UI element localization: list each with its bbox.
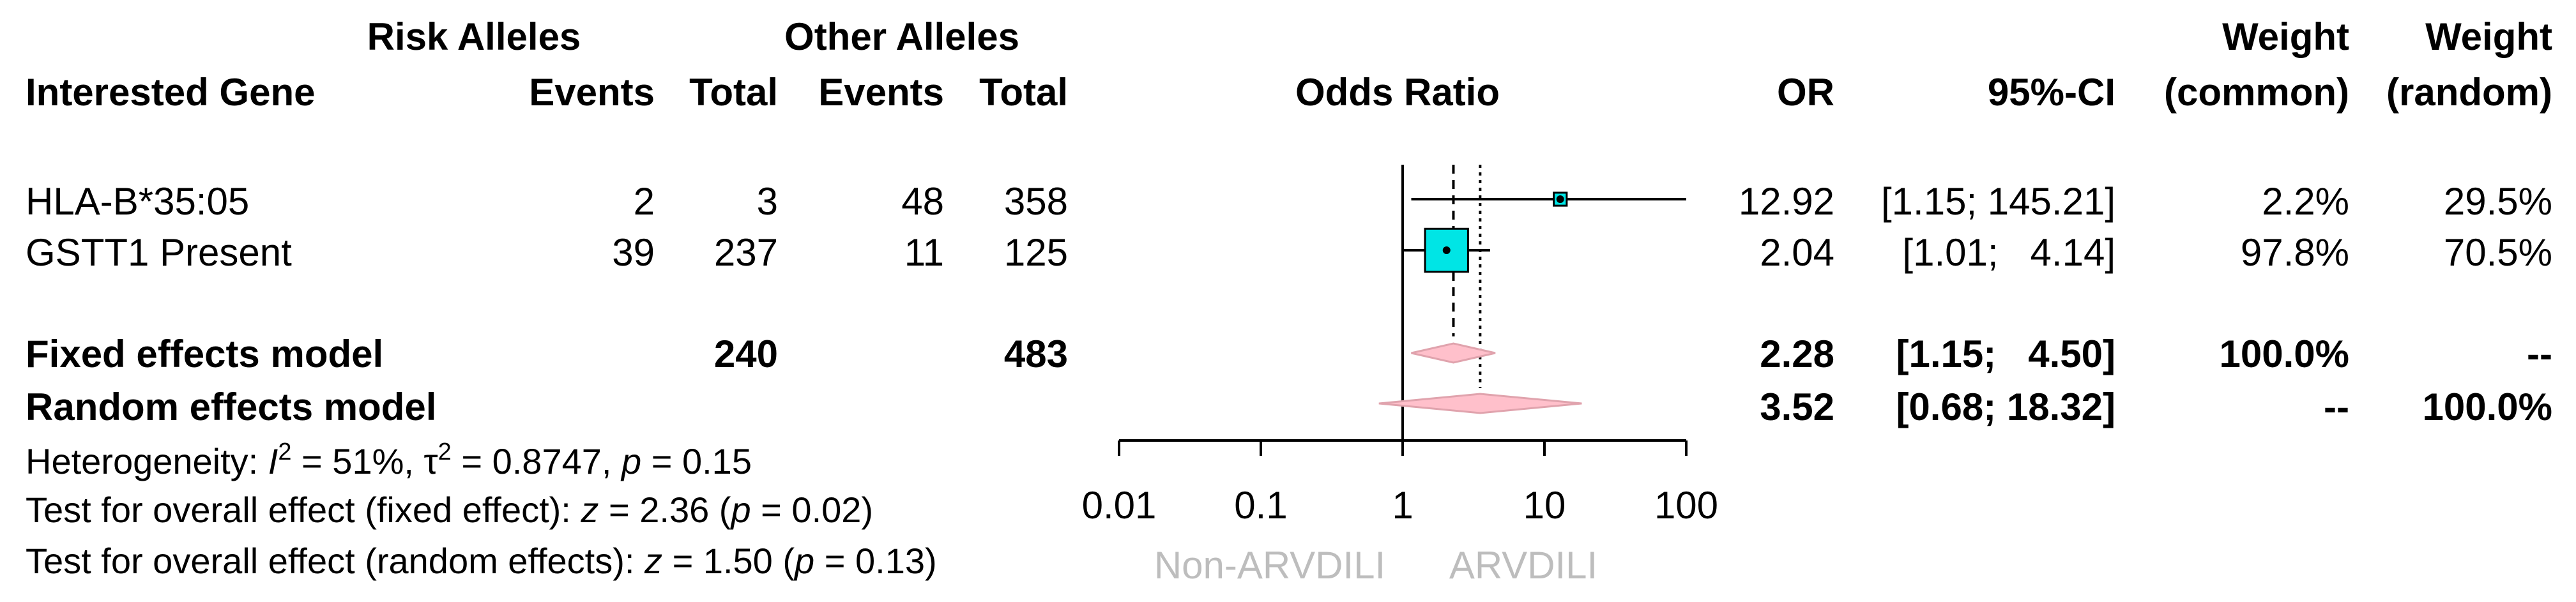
random-effect-diamond bbox=[1378, 393, 1582, 414]
risk-events: 2 bbox=[634, 180, 655, 223]
weight-random-value: 70.5% bbox=[2444, 231, 2552, 274]
weight-common-header: Weight bbox=[2222, 15, 2349, 58]
fixed-other-total: 483 bbox=[1004, 333, 1068, 375]
test-random-effects-text: Test for overall effect (random effects)… bbox=[26, 541, 937, 581]
fixed-weight-random: -- bbox=[2527, 333, 2552, 375]
fixed-effects-row: Fixed effects model 240 483 2.28 [1.15; … bbox=[26, 333, 2552, 375]
fixed-risk-total: 240 bbox=[714, 333, 778, 375]
or-value: 12.92 bbox=[1739, 180, 1834, 223]
x-tick-label: 0.1 bbox=[1234, 484, 1287, 527]
x-tick-label: 10 bbox=[1523, 484, 1566, 527]
risk-alleles-header: Risk Alleles bbox=[367, 15, 581, 58]
other-events: 48 bbox=[901, 180, 944, 223]
risk-total-header: Total bbox=[689, 71, 778, 114]
x-tick-label: 1 bbox=[1392, 484, 1413, 527]
other-events: 11 bbox=[904, 231, 944, 274]
weight-random-value: 29.5% bbox=[2444, 180, 2552, 223]
fixed-weight-common: 100.0% bbox=[2220, 333, 2350, 375]
other-total-header: Total bbox=[979, 71, 1068, 114]
x-tick-label: 0.01 bbox=[1082, 484, 1157, 527]
study-row: HLA-B*35:05 2 3 48 358 12.92 [1.15; 145.… bbox=[26, 180, 2552, 223]
study-row: GSTT1 Present 39 237 11 125 2.04 [1.01; … bbox=[26, 231, 2552, 274]
fixed-effect-diamond bbox=[1411, 342, 1496, 364]
test-fixed-effect-text: Test for overall effect (fixed effect): … bbox=[26, 490, 873, 530]
other-total: 125 bbox=[1004, 231, 1068, 274]
random-effects-label: Random effects model bbox=[26, 386, 436, 428]
risk-total: 237 bbox=[714, 231, 778, 274]
random-weight-common: -- bbox=[2324, 386, 2349, 428]
column-headers: Risk Alleles Other Alleles Interested Ge… bbox=[26, 15, 2552, 114]
fixed-effects-label: Fixed effects model bbox=[26, 333, 383, 375]
random-header: (random) bbox=[2386, 71, 2552, 114]
ci-value: [1.01; 4.14] bbox=[1902, 231, 2115, 274]
x-tick-label: 100 bbox=[1654, 484, 1718, 527]
favours-left-label: Non-ARVDILI bbox=[1154, 544, 1385, 587]
odds-ratio-header: Odds Ratio bbox=[1295, 71, 1500, 114]
point-estimate bbox=[1556, 195, 1564, 203]
weight-common-value: 2.2% bbox=[2262, 180, 2349, 223]
fixed-or-value: 2.28 bbox=[1760, 333, 1834, 375]
other-alleles-header: Other Alleles bbox=[784, 15, 1019, 58]
common-header: (common) bbox=[2164, 71, 2349, 114]
plot-area: 0.01 0.1 1 10 100 bbox=[1082, 165, 1718, 527]
other-events-header: Events bbox=[818, 71, 944, 114]
risk-events: 39 bbox=[612, 231, 655, 274]
weight-random-header: Weight bbox=[2425, 15, 2552, 58]
favours-right-label: ARVDILI bbox=[1449, 544, 1597, 587]
study-name: HLA-B*35:05 bbox=[26, 180, 249, 223]
ci-value: [1.15; 145.21] bbox=[1881, 180, 2115, 223]
point-estimate bbox=[1442, 246, 1451, 254]
or-header: OR bbox=[1777, 71, 1834, 114]
heterogeneity-text: Heterogeneity: I2 = 51%, τ2 = 0.8747, p … bbox=[26, 439, 752, 481]
random-or-value: 3.52 bbox=[1760, 386, 1834, 428]
weight-common-value: 97.8% bbox=[2241, 231, 2349, 274]
fixed-ci-value: [1.15; 4.50] bbox=[1896, 333, 2115, 375]
other-total: 358 bbox=[1004, 180, 1068, 223]
study-name: GSTT1 Present bbox=[26, 231, 292, 274]
random-weight-random: 100.0% bbox=[2423, 386, 2553, 428]
risk-events-header: Events bbox=[529, 71, 655, 114]
risk-total: 3 bbox=[757, 180, 778, 223]
gene-header: Interested Gene bbox=[26, 71, 316, 114]
random-ci-value: [0.68; 18.32] bbox=[1896, 386, 2115, 428]
random-effects-row: Random effects model 3.52 [0.68; 18.32] … bbox=[26, 386, 2552, 428]
ci-header: 95%-CI bbox=[1988, 71, 2115, 114]
or-value: 2.04 bbox=[1760, 231, 1834, 274]
